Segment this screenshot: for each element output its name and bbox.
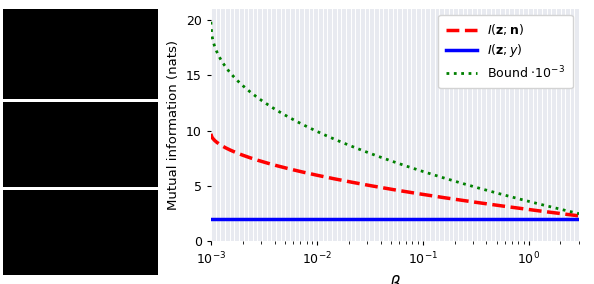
Bound $\cdot10^{-3}$ <box>473 186 481 189</box>
Bound $\cdot10^{-3}$ <box>327 136 334 139</box>
Legend: $I(\mathbf{z}; \mathbf{n})$, $I(\mathbf{z}; y)$, Bound $\cdot10^{-3}$: $I(\mathbf{z}; \mathbf{n})$, $I(\mathbf{… <box>438 15 573 88</box>
Bound $\cdot10^{-3}$ <box>207 20 214 24</box>
$I(\mathbf{z}; \mathbf{n})$ <box>475 201 482 204</box>
Line: Bound $\cdot10^{-3}$: Bound $\cdot10^{-3}$ <box>211 22 579 214</box>
$I(\mathbf{z}; y)$ <box>473 217 481 220</box>
Bound $\cdot10^{-3}$ <box>576 212 583 215</box>
Bound $\cdot10^{-3}$ <box>475 186 482 190</box>
Bound $\cdot10^{-3}$ <box>439 176 446 179</box>
$I(\mathbf{z}; \mathbf{n})$ <box>252 158 259 161</box>
$I(\mathbf{z}; y)$ <box>353 217 361 220</box>
$I(\mathbf{z}; y)$ <box>475 217 482 220</box>
$I(\mathbf{z}; \mathbf{n})$ <box>473 201 481 204</box>
$I(\mathbf{z}; \mathbf{n})$ <box>353 181 361 185</box>
$I(\mathbf{z}; y)$ <box>327 217 334 220</box>
Bound $\cdot10^{-3}$ <box>252 94 259 97</box>
$I(\mathbf{z}; \mathbf{n})$ <box>327 176 334 180</box>
Bound $\cdot10^{-3}$ <box>353 147 361 150</box>
$I(\mathbf{z}; y)$ <box>252 217 259 220</box>
$I(\mathbf{z}; \mathbf{n})$ <box>207 132 214 135</box>
$I(\mathbf{z}; \mathbf{n})$ <box>576 214 583 218</box>
$I(\mathbf{z}; y)$ <box>439 217 446 220</box>
Y-axis label: Mutual information (nats): Mutual information (nats) <box>168 40 181 210</box>
X-axis label: $\beta$: $\beta$ <box>389 273 401 284</box>
$I(\mathbf{z}; y)$ <box>576 217 583 220</box>
Line: $I(\mathbf{z}; \mathbf{n})$: $I(\mathbf{z}; \mathbf{n})$ <box>211 134 579 216</box>
$I(\mathbf{z}; y)$ <box>207 217 214 220</box>
$I(\mathbf{z}; \mathbf{n})$ <box>439 196 446 199</box>
